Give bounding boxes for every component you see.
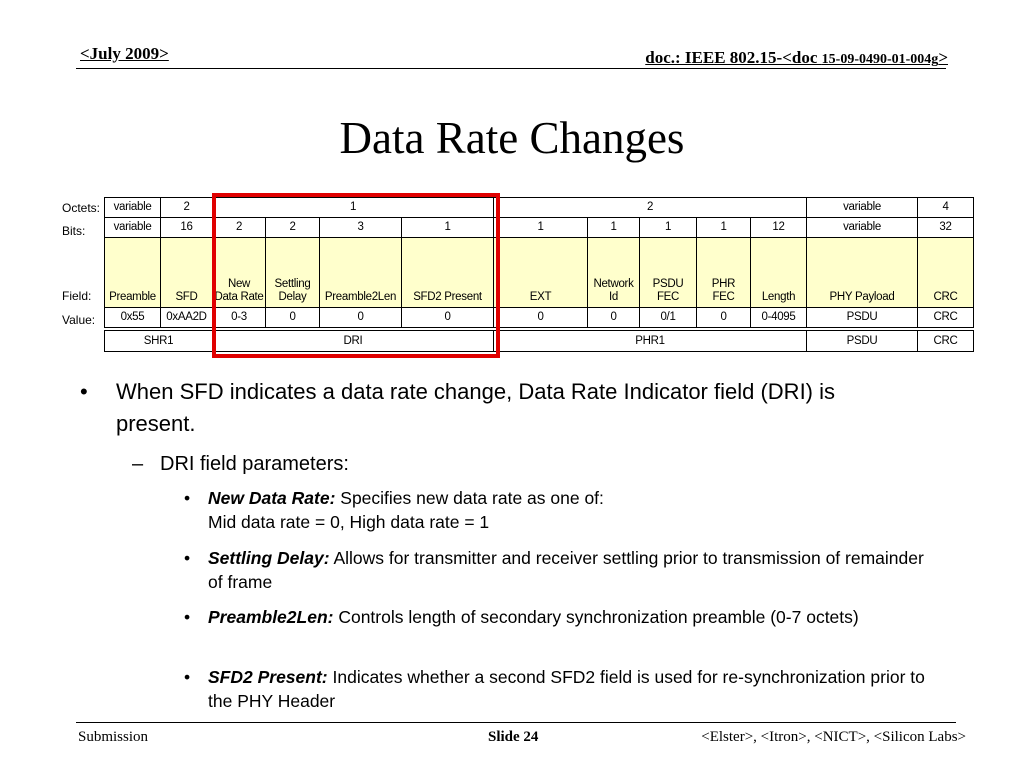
bits-cell: 1	[587, 217, 640, 238]
bits-cell: 12	[750, 217, 807, 238]
param-term: SFD2 Present:	[208, 667, 328, 687]
field-cell: Length	[750, 237, 807, 308]
group-cell-dri: DRI	[212, 330, 494, 352]
group-cell-psdu: PSDU	[806, 330, 918, 352]
bits-cell: 32	[917, 217, 974, 238]
bits-cell: 1	[493, 217, 588, 238]
header-date: <July 2009>	[80, 44, 169, 63]
dri-highlight-box	[212, 193, 500, 358]
field-cell: New Data Rate	[212, 237, 266, 308]
group-row: SHR1 DRI PHR1 PSDU CRC	[104, 330, 974, 352]
footer-authors: <Elster>, <Itron>, <NICT>, <Silicon Labs…	[701, 729, 966, 745]
value-cell: CRC	[917, 307, 974, 328]
value-cell: 0x55	[104, 307, 161, 328]
octets-cell: variable	[806, 197, 918, 218]
bullet-marker: •	[184, 607, 191, 627]
slide-title: Data Rate Changes	[339, 113, 685, 163]
bullet-marker: •	[184, 667, 191, 687]
value-cell: 0	[587, 307, 640, 328]
group-cell-crc: CRC	[917, 330, 974, 352]
dash-marker: –	[132, 453, 144, 475]
value-cell: 0	[493, 307, 588, 328]
row-label-bits: Bits:	[62, 224, 86, 238]
param-desc: Specifies new data rate as one of:	[335, 488, 604, 508]
value-row: 0x55 0xAA2D 0-3 0 0 0 0 0 0/1 0 0-4095 P…	[104, 307, 974, 328]
param-term: Settling Delay:	[208, 548, 330, 568]
field-cell: EXT	[493, 237, 588, 308]
frame-format-table: variable 2 1 2 variable 4 variable 16 2 …	[104, 197, 974, 352]
field-cell: SFD	[160, 237, 213, 308]
field-cell: PHR FEC	[696, 237, 751, 308]
group-cell-phr1: PHR1	[493, 330, 807, 352]
param-desc: Controls length of secondary synchroniza…	[333, 607, 859, 627]
doc-prefix: doc.: IEEE 802.15-<doc	[645, 48, 822, 67]
bullet-marker: •	[80, 379, 88, 404]
field-cell: Settling Delay	[265, 237, 320, 308]
value-cell: 0	[696, 307, 751, 328]
footer-divider	[76, 722, 956, 723]
value-cell: PSDU	[806, 307, 918, 328]
doc-number: 15-09-0490-01-004g	[821, 52, 939, 67]
octets-cell: 4	[917, 197, 974, 218]
bits-cell: 16	[160, 217, 213, 238]
value-cell: 0xAA2D	[160, 307, 213, 328]
param-desc: Indicates whether a second SFD2 field is…	[208, 667, 925, 711]
footer-submission: Submission	[78, 729, 149, 745]
header-doc-id: doc.: IEEE 802.15-<doc 15-09-0490-01-004…	[645, 48, 948, 68]
row-label-field: Field:	[62, 289, 92, 303]
field-row: Preamble SFD New Data Rate Settling Delay …	[104, 237, 974, 308]
field-cell: Network Id	[587, 237, 640, 308]
value-cell: 0-4095	[750, 307, 807, 328]
octets-cell: 2	[160, 197, 213, 218]
value-cell: 0/1	[639, 307, 697, 328]
param-desc: Allows for transmitter and receiver sett…	[208, 548, 924, 592]
row-label-value: Value:	[62, 313, 96, 327]
value-cell: 0	[319, 307, 402, 328]
field-cell: Preamble2Len	[319, 237, 402, 308]
row-label-octets: Octets:	[62, 201, 101, 215]
doc-suffix: >	[938, 48, 948, 67]
bits-cell: 1	[639, 217, 697, 238]
bullet-sub-text: DRI field parameters:	[160, 453, 349, 475]
header-divider	[76, 68, 946, 69]
octets-cell: variable	[104, 197, 161, 218]
bullet-marker: •	[184, 548, 191, 568]
param-term: Preamble2Len:	[208, 607, 334, 627]
bits-cell: variable	[104, 217, 161, 238]
group-cell-shr1: SHR1	[104, 330, 213, 352]
field-cell: CRC	[917, 237, 974, 308]
octets-row: variable 2 1 2 variable 4	[104, 197, 974, 218]
bits-cell: 1	[696, 217, 751, 238]
field-cell: Preamble	[104, 237, 161, 308]
field-cell: PHY Payload	[806, 237, 918, 308]
field-cell: PSDU FEC	[639, 237, 697, 308]
footer-slide-number: Slide 24	[488, 729, 539, 745]
bits-row: variable 16 2 2 3 1 1 1 1 1 12 variable …	[104, 217, 974, 238]
bullet-main-text: When SFD indicates a data rate change, D…	[116, 379, 836, 436]
param-desc-line2: Mid data rate = 0, High data rate = 1	[208, 512, 490, 532]
octets-cell: 2	[493, 197, 807, 218]
bits-cell: variable	[806, 217, 918, 238]
param-term: New Data Rate:	[208, 488, 336, 508]
bullet-marker: •	[184, 488, 191, 508]
